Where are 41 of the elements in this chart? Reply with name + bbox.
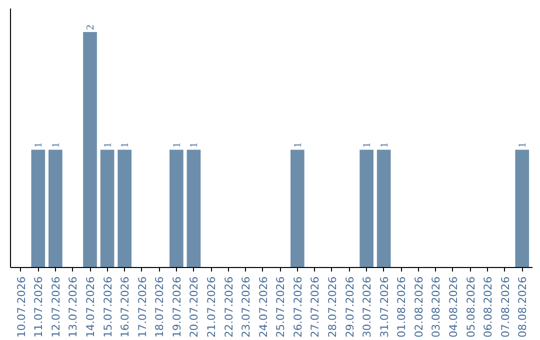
data-label: 1 bbox=[518, 142, 529, 148]
data-label: 1 bbox=[189, 142, 200, 148]
x-tick-label: 31.07.2026 bbox=[378, 276, 391, 338]
x-tick-label: 19.07.2026 bbox=[170, 276, 184, 338]
data-label: 1 bbox=[120, 142, 132, 148]
x-tick-label: 03.08.2026 bbox=[430, 276, 443, 338]
x-tick-label: 29.07.2026 bbox=[343, 276, 356, 338]
x-tick-label: 20.07.2026 bbox=[188, 276, 201, 338]
data-label: 1 bbox=[172, 142, 183, 148]
data-label: 1 bbox=[379, 142, 390, 148]
x-tick-label: 16.07.2026 bbox=[118, 276, 132, 338]
x-tick-label: 01.08.2026 bbox=[395, 276, 408, 338]
x-tick-label: 28.07.2026 bbox=[326, 276, 339, 338]
x-tick-label: 18.07.2026 bbox=[153, 276, 166, 338]
x-tick-label: 23.07.2026 bbox=[240, 276, 253, 338]
x-tick-label: 30.07.2026 bbox=[360, 276, 374, 338]
x-tick-label: 21.07.2026 bbox=[205, 276, 218, 338]
data-label: 1 bbox=[50, 142, 62, 148]
x-tick-label: 02.08.2026 bbox=[412, 276, 426, 338]
x-tick-label: 22.07.2026 bbox=[222, 276, 236, 338]
x-tick-label: 06.08.2026 bbox=[482, 276, 495, 338]
x-tick-label: 10.07.2026 bbox=[14, 276, 28, 338]
x-tick-label: 17.07.2026 bbox=[136, 276, 149, 338]
data-label: 1 bbox=[34, 142, 45, 148]
data-label: 1 bbox=[292, 142, 304, 148]
x-tick-label: 05.08.2026 bbox=[464, 276, 478, 338]
x-tick-label: 24.07.2026 bbox=[256, 276, 270, 338]
x-tick-label: 26.07.2026 bbox=[291, 276, 304, 338]
data-label: 1 bbox=[362, 142, 374, 148]
data-label: 1 bbox=[102, 142, 114, 148]
x-tick-label: 14.07.2026 bbox=[84, 276, 98, 338]
x-tick-label: 27.07.2026 bbox=[308, 276, 322, 338]
x-tick-label: 25.07.2026 bbox=[274, 276, 288, 338]
x-tick-label: 07.08.2026 bbox=[498, 276, 512, 338]
x-tick-label: 12.07.2026 bbox=[49, 276, 62, 338]
x-tick-label: 08.08.2026 bbox=[516, 276, 530, 338]
x-tick-label: 04.08.2026 bbox=[446, 276, 460, 338]
x-tick-label: 11.07.2026 bbox=[32, 276, 46, 338]
x-tick-label: 15.07.2026 bbox=[101, 276, 114, 338]
x-tick-label: 13.07.2026 bbox=[66, 276, 80, 338]
data-label: 2 bbox=[86, 24, 97, 30]
